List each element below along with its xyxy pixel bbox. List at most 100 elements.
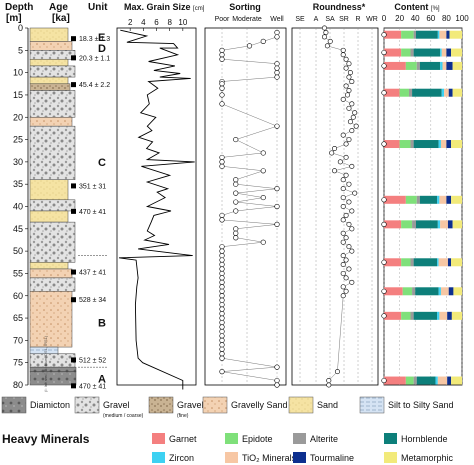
content-bar-segment [435, 376, 438, 385]
method-note: (I: Infrared, B: Blue, OSL, IRSL) [43, 335, 48, 392]
roundness-point [340, 52, 346, 58]
content-tick-label: 60 [426, 14, 435, 23]
depth-tick-label: 0 [18, 23, 23, 33]
content-bar-segment [401, 311, 411, 320]
grain-size-tick-label: 6 [154, 18, 159, 27]
lithology-legend-swatch [74, 396, 100, 414]
sorting-category-label: Poor [215, 16, 230, 23]
lithology-layer-gravelly-sand [29, 291, 73, 348]
content-sample-marker [381, 197, 387, 203]
mineral-legend-swatch [225, 433, 238, 444]
sorting-point [274, 29, 280, 36]
roundness-category-label: WR [366, 16, 378, 23]
roundness-point [340, 195, 346, 201]
roundness-point [352, 110, 358, 116]
roundness-point [353, 123, 359, 129]
sorting-point [219, 85, 225, 91]
roundness-point [340, 230, 346, 236]
mineral-legend-label: Hornblende [401, 434, 448, 444]
content-bar-segment [384, 30, 402, 39]
content-bar-segment [399, 88, 409, 97]
age-label: 45.4 ± 2.2 [79, 82, 110, 89]
roundness-point [349, 208, 355, 214]
roundness-point [349, 226, 355, 232]
sorting-point [233, 208, 239, 214]
sorting-point [219, 355, 225, 361]
content-bar-segment [415, 220, 438, 229]
content-bar-segment [451, 376, 462, 385]
roundness-point [340, 239, 346, 245]
sorting-point [274, 203, 280, 210]
age-column-unit: [ka] [52, 13, 70, 24]
content-bar-segment [447, 376, 452, 385]
roundness-category-label: SR [339, 16, 349, 23]
roundness-point [340, 262, 346, 268]
lithology-layer-sand [29, 210, 69, 223]
mineral-legend-label: Alterite [310, 434, 338, 444]
roundness-point [340, 217, 346, 223]
heavy-minerals-legend: Garnet Epidote Alterite Hornblende Zircon TiO… [152, 433, 454, 463]
sorting-point [219, 337, 225, 343]
content-bar-segment [444, 88, 449, 97]
depth-axis-unit: [m] [6, 13, 22, 24]
content-bar-segment [449, 30, 462, 39]
age-label: 528 ± 34 [79, 297, 106, 304]
content-title-text: Content [394, 2, 428, 12]
sorting-point [233, 190, 239, 196]
roundness-point [346, 87, 352, 93]
roundness-point [343, 154, 349, 160]
age-label: 470 ± 41 [79, 209, 106, 216]
depth-tick-label: 15 [13, 90, 23, 100]
depth-tick-label: 55 [13, 268, 23, 278]
lithology-legend-label: Silt to Silty Sand [388, 400, 454, 410]
content-sample-marker [381, 288, 387, 294]
content-sample-marker [381, 63, 387, 69]
unit-label-D: D [98, 43, 106, 55]
content-title: Content [%] [394, 2, 440, 12]
content-bar-segment [408, 88, 413, 97]
content-bar-segment [384, 140, 400, 149]
content-bar-segment [440, 287, 449, 296]
roundness-point [326, 382, 332, 388]
content-bar-segment [402, 287, 413, 296]
lithology-layer-sand [29, 27, 69, 42]
roundness-point [343, 288, 349, 294]
sorting-point [219, 288, 225, 294]
age-sample-marker [71, 208, 76, 214]
sorting-point [219, 212, 225, 219]
unit-label-E: E [98, 32, 105, 44]
sorting-point [219, 154, 225, 161]
depth-tick-label: 50 [13, 246, 23, 256]
lithology-layer-gravel [29, 90, 76, 118]
content-bar-segment [446, 30, 450, 39]
age-label: 18.3 ± 1.3 [79, 36, 110, 43]
content-bar-segment [440, 220, 448, 229]
content-bar-segment [440, 140, 447, 149]
content-bar-segment [384, 61, 406, 70]
content-sample-marker [381, 313, 387, 319]
unit-label-C: C [98, 157, 106, 169]
roundness-point [340, 47, 346, 53]
content-bar-segment [405, 195, 417, 204]
content-bar-segment [412, 287, 416, 296]
sorting-point [219, 284, 225, 290]
lithology-layer-sand [29, 76, 69, 85]
content-bar-segment [384, 287, 403, 296]
content-bar-segment [405, 376, 414, 385]
lithology-layer-gravel [29, 199, 76, 212]
age-label: 512 ± 52 [79, 357, 106, 364]
content-bar-segment [440, 61, 443, 70]
roundness-point [340, 284, 346, 290]
lithology-layer-gravel [29, 353, 76, 368]
sorting-point [274, 34, 280, 40]
roundness-point [349, 79, 355, 85]
content-bar-segment [439, 30, 447, 39]
lithology-legend-swatch [1, 396, 27, 414]
depth-tick-label: 45 [13, 224, 23, 234]
sorting-point [219, 244, 225, 250]
content-bar-segment [413, 258, 438, 267]
content-bar-segment [442, 61, 447, 70]
grain-size-tick-label: 4 [141, 18, 146, 27]
sorting-point [219, 101, 225, 107]
